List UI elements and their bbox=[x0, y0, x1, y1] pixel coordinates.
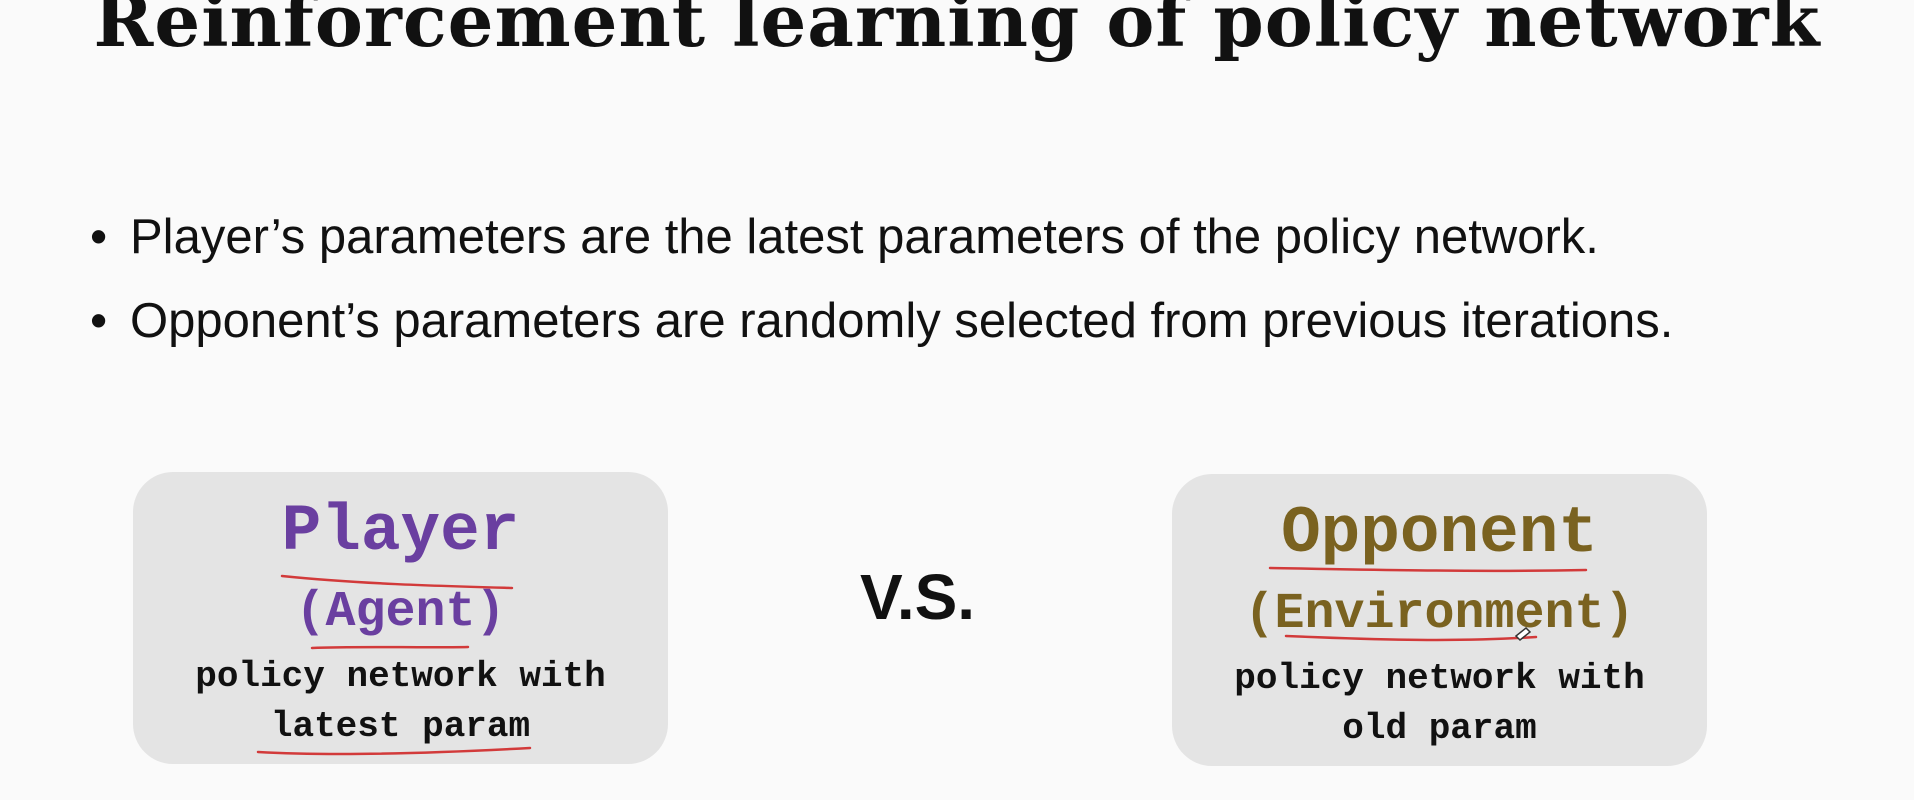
player-name: Player bbox=[281, 494, 520, 569]
player-desc-line-1: policy network with bbox=[195, 656, 606, 697]
player-desc-line-2: latest param bbox=[270, 706, 531, 747]
opponent-role: (Environment) bbox=[1244, 586, 1635, 643]
opponent-card: Opponent (Environment) policy network wi… bbox=[1172, 474, 1707, 766]
bullet-text: Player’s parameters are the latest param… bbox=[130, 210, 1599, 264]
bullet-list: • Player’s parameters are the latest para… bbox=[90, 195, 1673, 363]
player-role: (Agent) bbox=[295, 584, 506, 641]
opponent-desc-line-1: policy network with bbox=[1234, 658, 1645, 699]
opponent-desc-line-2: old param bbox=[1342, 708, 1537, 749]
slide-title: Reinforcement learning of policy network bbox=[93, 0, 1821, 63]
player-description: policy network with latest param bbox=[133, 652, 668, 752]
opponent-description: policy network with old param bbox=[1172, 654, 1707, 754]
opponent-name: Opponent bbox=[1281, 496, 1598, 571]
bullet-item: • Player’s parameters are the latest para… bbox=[90, 195, 1673, 279]
bullet-text: Opponent’s parameters are randomly selec… bbox=[130, 294, 1674, 348]
bullet-item: • Opponent’s parameters are randomly sele… bbox=[90, 279, 1673, 363]
player-card: Player (Agent) policy network with lates… bbox=[133, 472, 668, 764]
bullet-dot-icon: • bbox=[90, 294, 108, 348]
bullet-dot-icon: • bbox=[90, 210, 108, 264]
versus-label: V.S. bbox=[860, 561, 976, 633]
